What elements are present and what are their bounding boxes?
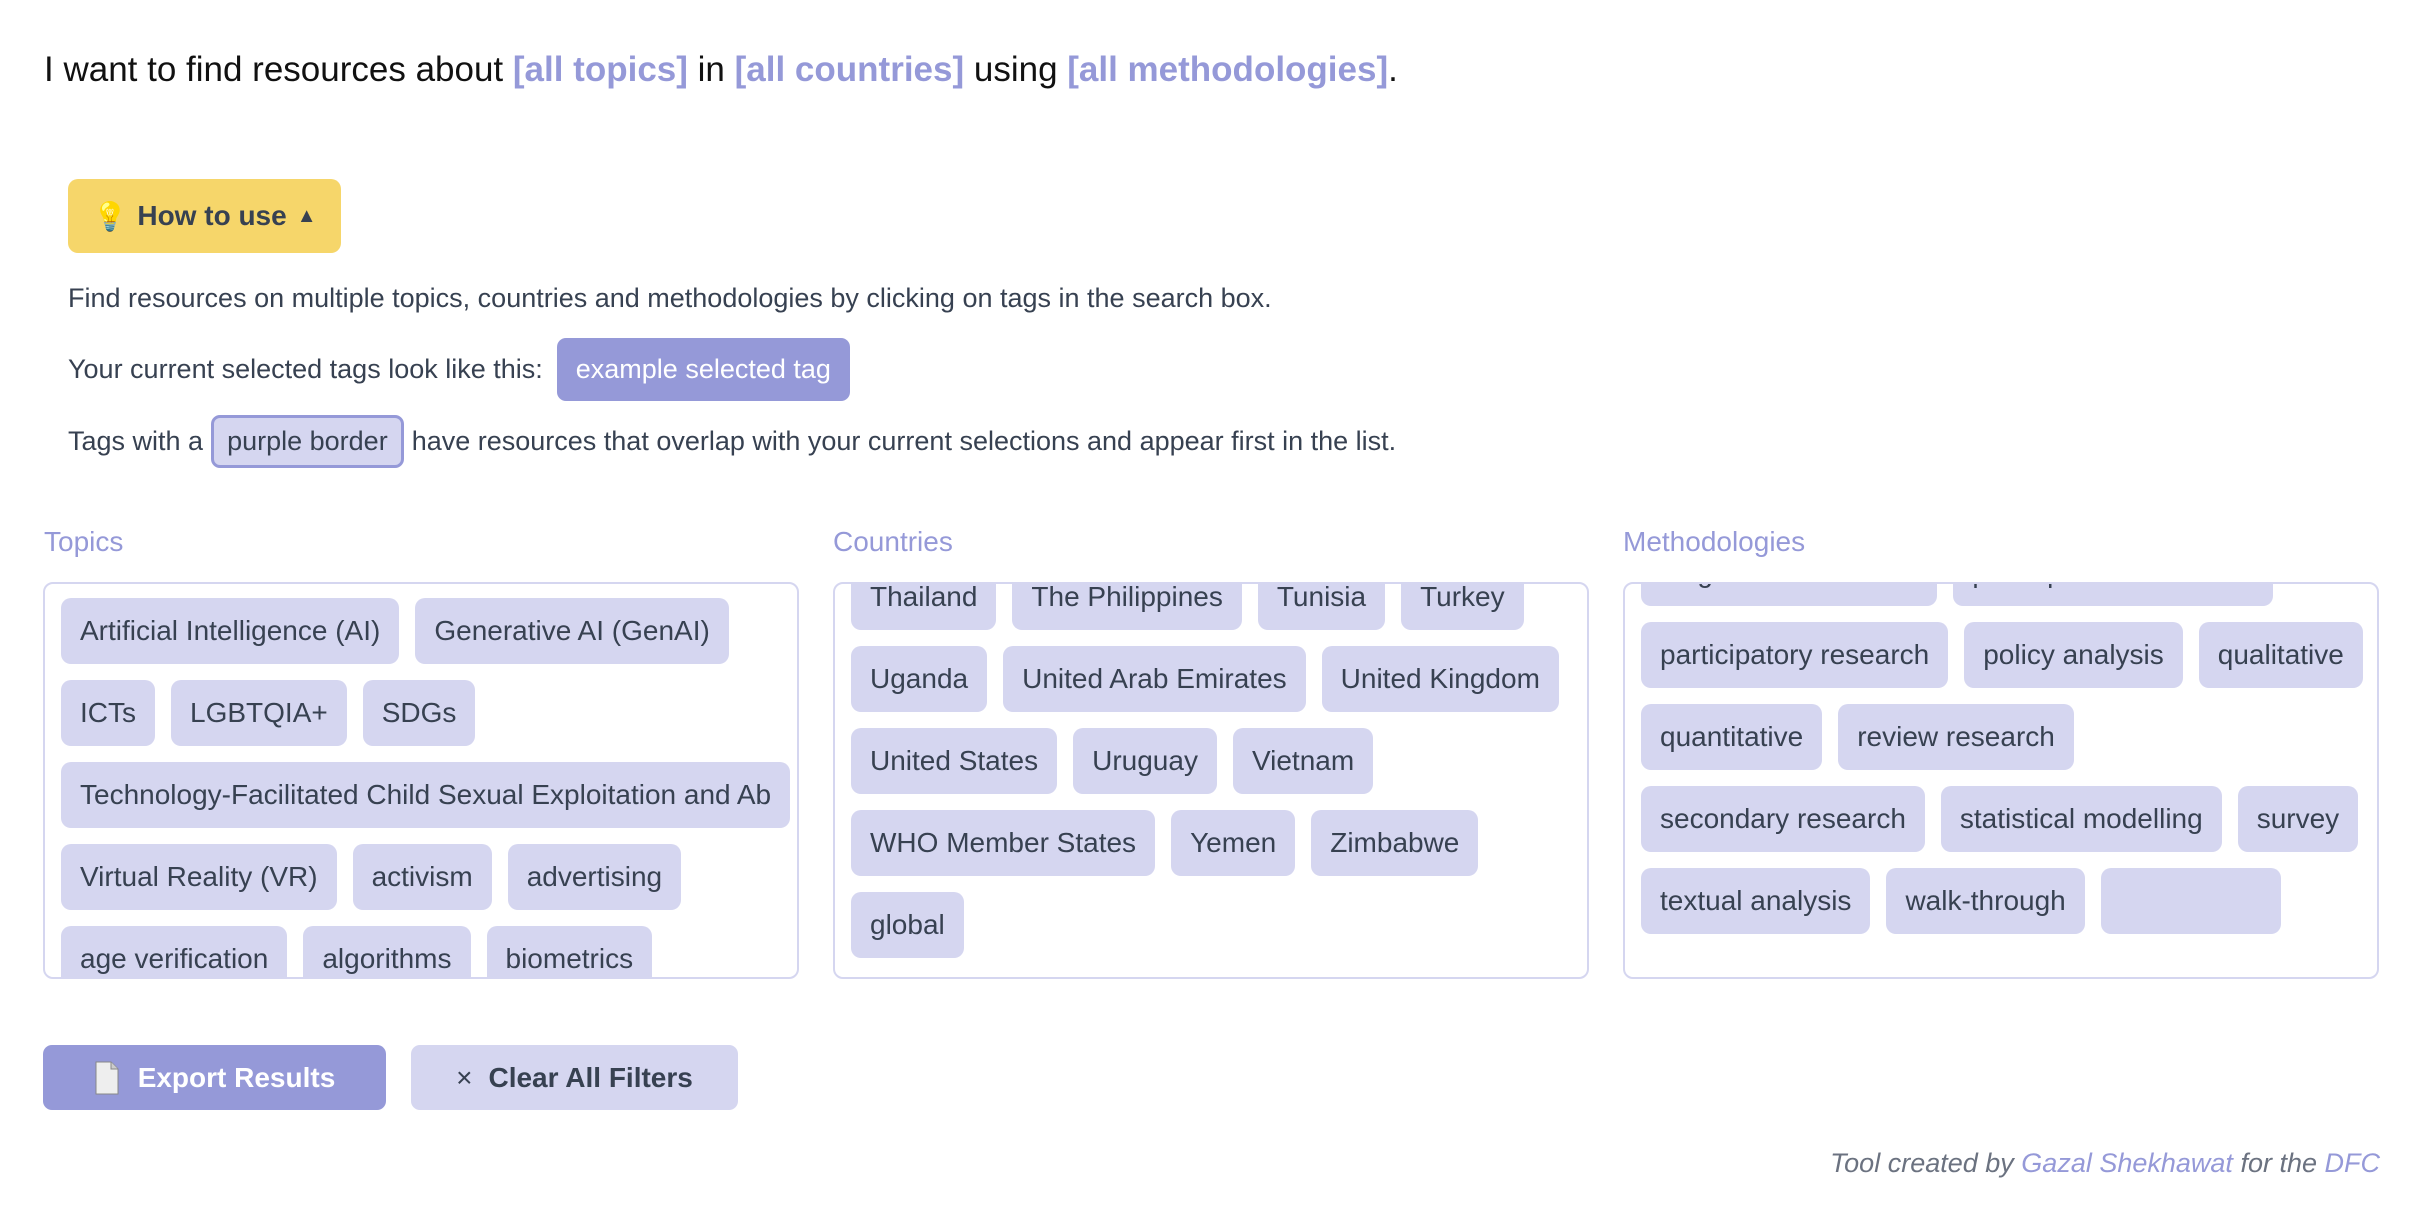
countries-selector[interactable]: [all countries] [734, 50, 965, 89]
countries-tag[interactable]: Yemen [1171, 810, 1296, 876]
methodologies-tag[interactable]: textual analysis [1641, 868, 1871, 934]
methodologies-tag[interactable]: walk-through [1886, 868, 2085, 934]
topics-tag[interactable]: advertising [507, 844, 682, 910]
countries-tag[interactable]: Uruguay [1073, 728, 1217, 794]
topics-tag[interactable]: algorithms [303, 926, 471, 977]
countries-tag[interactable]: Vietnam [1232, 728, 1374, 794]
sentence-text: I want to find resources about [44, 50, 504, 89]
methodologies-tag[interactable]: survey [2237, 786, 2359, 852]
example-border-tag: purple border [211, 415, 404, 468]
help-text: Tags with a [68, 426, 204, 456]
countries-tag[interactable]: Turkey [1401, 584, 1524, 630]
topics-selector[interactable]: [all topics] [512, 50, 688, 89]
countries-tag[interactable]: global [851, 892, 964, 958]
countries-tag[interactable]: Tunisia [1257, 584, 1386, 630]
topics-tag[interactable]: LGBTQIA+ [171, 680, 347, 746]
countries-tag[interactable]: United Arab Emirates [1003, 646, 1306, 712]
close-icon: × [456, 1061, 473, 1093]
lightbulb-icon: 💡 [92, 200, 128, 232]
topics-tag[interactable]: Technology-Facilitated Child Sexual Expl… [61, 762, 791, 828]
search-sentence: I want to find resources about [all topi… [44, 50, 1398, 90]
methodologies-selector[interactable]: [all methodologies] [1067, 50, 1389, 89]
caret-up-icon: ▲ [296, 204, 317, 227]
methodologies-tag[interactable] [2100, 868, 2281, 934]
export-results-button[interactable]: Export Results [43, 1045, 386, 1110]
help-line-3: Tags with a purple border have resources… [68, 415, 1396, 468]
author-link[interactable]: Gazal Shekhawat [2021, 1148, 2233, 1178]
methodologies-tag[interactable]: qualitative [2198, 622, 2363, 688]
sentence-text: . [1388, 50, 1398, 89]
countries-tag[interactable]: The Philippines [1012, 584, 1242, 630]
help-text: Your current selected tags look like thi… [68, 354, 543, 384]
methodologies-tag-box[interactable]: longitudinal research participant observa… [1623, 582, 2379, 979]
countries-tag-box[interactable]: Thailand The Philippines Tunisia Turkey Ugan… [833, 582, 1589, 979]
methodologies-tag[interactable]: longitudinal research [1641, 584, 1938, 606]
help-text: have resources that overlap with your cu… [411, 426, 1397, 456]
methodologies-tag[interactable]: statistical modelling [1940, 786, 2222, 852]
methodologies-tag[interactable]: quantitative [1641, 704, 1823, 770]
methodologies-tag[interactable]: policy analysis [1964, 622, 2183, 688]
topics-tag[interactable]: age verification [61, 926, 288, 977]
countries-tag[interactable]: Thailand [851, 584, 997, 630]
help-line-2: Your current selected tags look like thi… [68, 338, 850, 401]
topics-tag-box[interactable]: Artificial Intelligence (AI) Generative A… [43, 582, 799, 979]
footer-text: for the [2240, 1148, 2317, 1178]
help-line-1: Find resources on multiple topics, count… [68, 283, 1272, 314]
topics-label: Topics [44, 526, 124, 557]
topics-tag[interactable]: activism [352, 844, 492, 910]
clear-label: Clear All Filters [488, 1061, 693, 1093]
topics-tag[interactable]: SDGs [362, 680, 476, 746]
example-selected-tag: example selected tag [556, 338, 850, 401]
how-to-use-label: How to use [137, 200, 287, 231]
document-icon [95, 1061, 119, 1094]
countries-tag[interactable]: Uganda [851, 646, 988, 712]
topics-tag[interactable]: Artificial Intelligence (AI) [61, 598, 400, 664]
countries-label: Countries [833, 526, 953, 557]
export-label: Export Results [137, 1061, 336, 1093]
topics-tag[interactable]: Virtual Reality (VR) [61, 844, 337, 910]
topics-tag[interactable]: ICTs [61, 680, 155, 746]
sentence-text: using [973, 50, 1058, 89]
methodologies-tag[interactable]: participant observation [1953, 584, 2274, 606]
methodologies-tag[interactable]: secondary research [1641, 786, 1925, 852]
methodologies-label: Methodologies [1623, 526, 1806, 557]
countries-tag[interactable]: Zimbabwe [1311, 810, 1479, 876]
topics-tag[interactable]: Generative AI (GenAI) [415, 598, 729, 664]
footer-credit: Tool created by Gazal Shekhawat for the … [1830, 1148, 2380, 1179]
topics-tag[interactable]: biometrics [486, 926, 653, 977]
countries-tag[interactable]: WHO Member States [851, 810, 1156, 876]
countries-tag[interactable]: United Kingdom [1321, 646, 1559, 712]
sentence-text: in [697, 50, 725, 89]
help-text: Find resources on multiple topics, count… [68, 283, 1272, 313]
countries-tag[interactable]: United States [851, 728, 1058, 794]
dfc-link[interactable]: DFC [2324, 1148, 2381, 1178]
footer-text: Tool created by [1830, 1148, 2014, 1178]
clear-all-filters-button[interactable]: × Clear All Filters [411, 1045, 738, 1110]
how-to-use-button[interactable]: 💡 How to use ▲ [68, 179, 341, 253]
methodologies-tag[interactable]: participatory research [1641, 622, 1949, 688]
methodologies-tag[interactable]: review research [1838, 704, 2074, 770]
